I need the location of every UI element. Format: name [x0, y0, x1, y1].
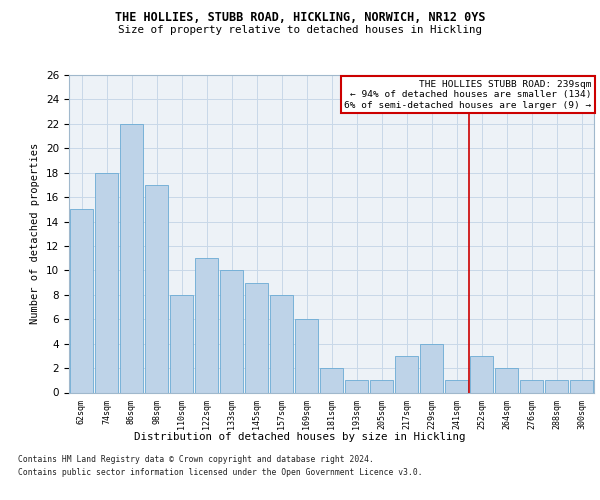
Text: Contains HM Land Registry data © Crown copyright and database right 2024.: Contains HM Land Registry data © Crown c…: [18, 456, 374, 464]
Bar: [95, 172, 118, 392]
Bar: [195, 258, 218, 392]
Bar: [345, 380, 368, 392]
Bar: [70, 210, 93, 392]
Text: THE HOLLIES STUBB ROAD: 239sqm
← 94% of detached houses are smaller (134)
6% of : THE HOLLIES STUBB ROAD: 239sqm ← 94% of …: [344, 80, 592, 110]
Bar: [245, 282, 268, 393]
Bar: [170, 295, 193, 392]
Bar: [495, 368, 518, 392]
Text: Distribution of detached houses by size in Hickling: Distribution of detached houses by size …: [134, 432, 466, 442]
Bar: [470, 356, 493, 393]
Bar: [570, 380, 593, 392]
Text: THE HOLLIES, STUBB ROAD, HICKLING, NORWICH, NR12 0YS: THE HOLLIES, STUBB ROAD, HICKLING, NORWI…: [115, 11, 485, 24]
Bar: [295, 319, 318, 392]
Bar: [370, 380, 393, 392]
Bar: [120, 124, 143, 392]
Bar: [320, 368, 343, 392]
Bar: [520, 380, 543, 392]
Y-axis label: Number of detached properties: Number of detached properties: [31, 143, 40, 324]
Bar: [445, 380, 468, 392]
Text: Size of property relative to detached houses in Hickling: Size of property relative to detached ho…: [118, 25, 482, 35]
Bar: [545, 380, 568, 392]
Text: Contains public sector information licensed under the Open Government Licence v3: Contains public sector information licen…: [18, 468, 422, 477]
Bar: [270, 295, 293, 392]
Bar: [420, 344, 443, 392]
Bar: [145, 185, 168, 392]
Bar: [220, 270, 243, 392]
Bar: [395, 356, 418, 393]
